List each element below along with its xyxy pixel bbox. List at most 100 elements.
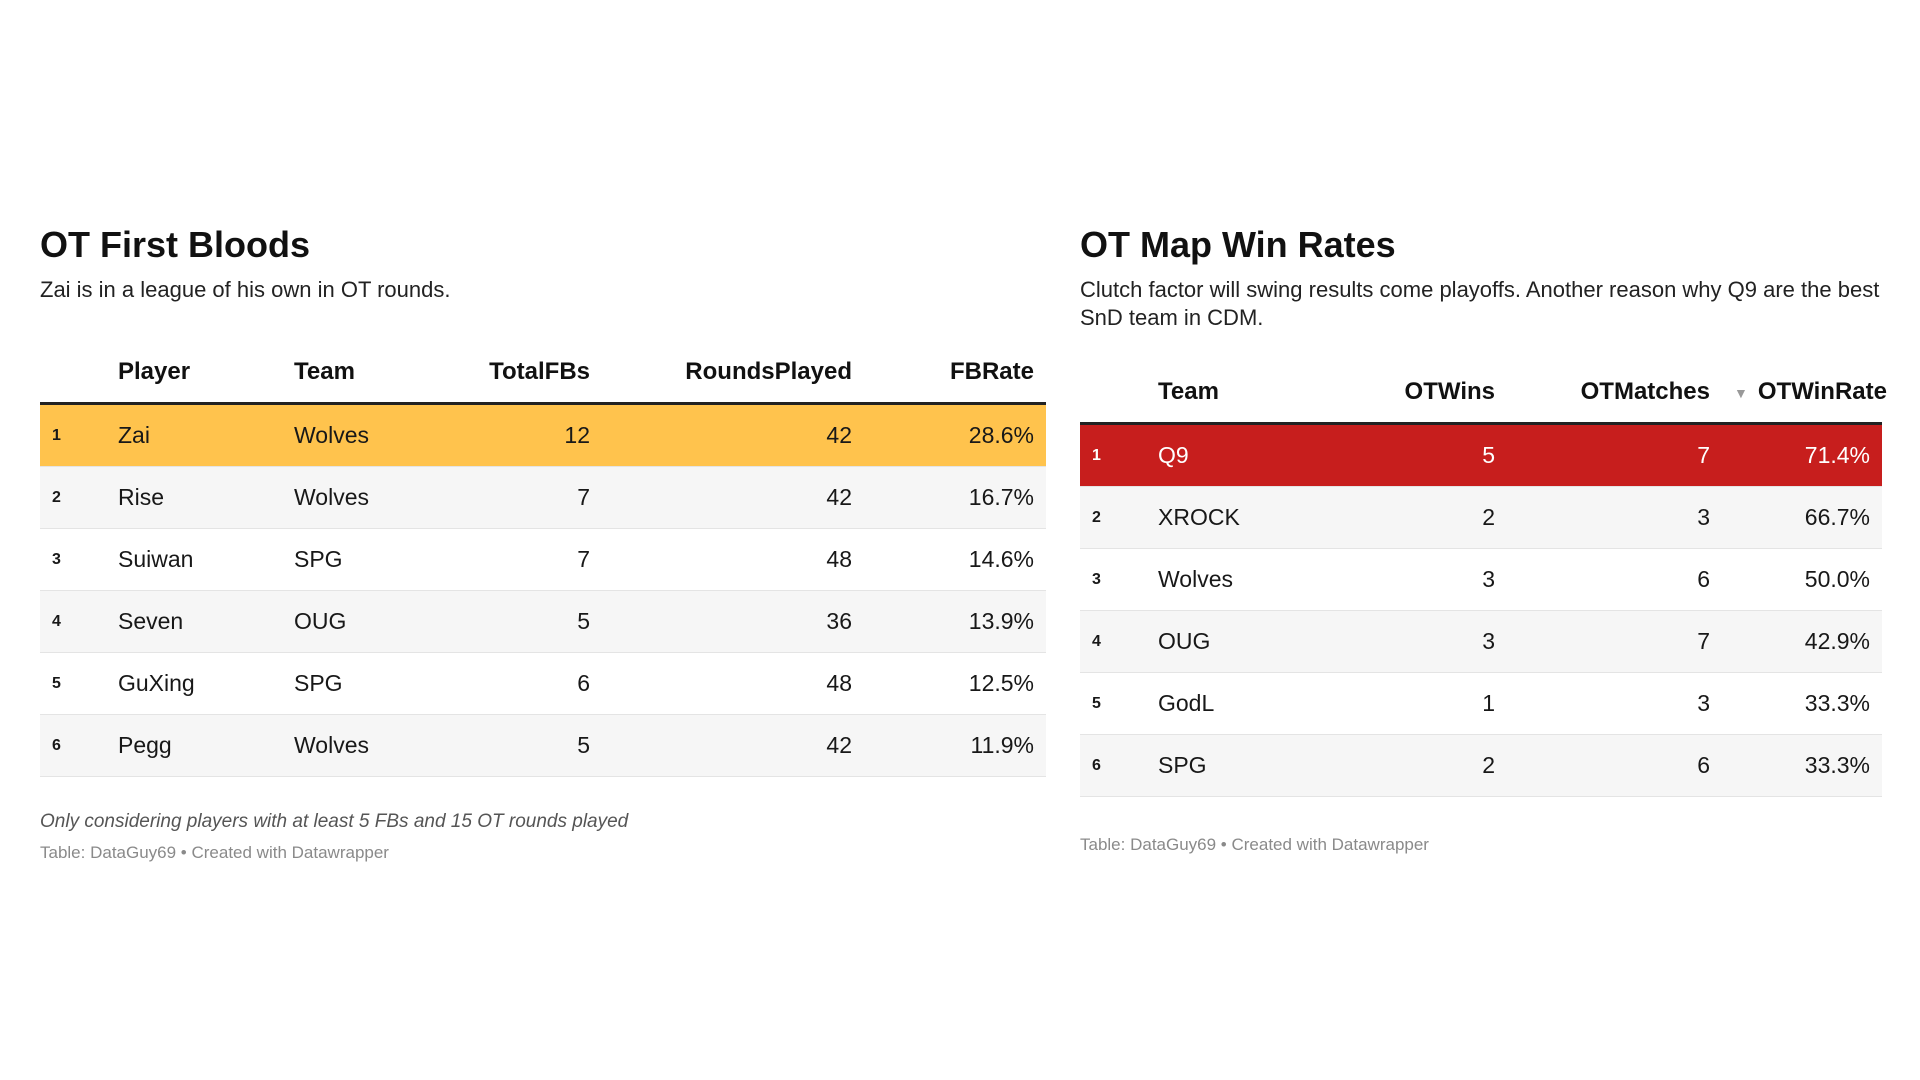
fb-rate-cell: 12.5% — [864, 652, 1046, 715]
ot-wins-cell: 2 — [1342, 734, 1507, 797]
table-row: 2 Rise Wolves 7 42 16.7% — [40, 466, 1046, 529]
column-header-otmatches[interactable]: OTMatches — [1507, 362, 1722, 425]
player-cell: Seven — [106, 590, 282, 653]
table-row: 3 Suiwan SPG 7 48 14.6% — [40, 528, 1046, 591]
ot-wins-cell: 5 — [1342, 423, 1507, 487]
fb-rate-cell: 11.9% — [864, 714, 1046, 777]
total-fbs-cell: 6 — [432, 652, 602, 715]
fb-rate-cell: 14.6% — [864, 528, 1046, 591]
rank-cell: 6 — [40, 714, 106, 777]
ot-win-rate-cell: 50.0% — [1722, 548, 1882, 611]
column-header-team[interactable]: Team — [1146, 362, 1342, 425]
column-header-roundsplayed[interactable]: RoundsPlayed — [602, 342, 864, 405]
ot-matches-cell: 3 — [1507, 486, 1722, 549]
team-cell: OUG — [1146, 610, 1342, 673]
rank-header — [40, 342, 106, 405]
table-row: 4 Seven OUG 5 36 13.9% — [40, 590, 1046, 653]
player-cell: Suiwan — [106, 528, 282, 591]
team-cell: SPG — [1146, 734, 1342, 797]
column-header-team[interactable]: Team — [282, 342, 432, 405]
table-row: 2 XROCK 2 3 66.7% — [1080, 486, 1882, 549]
first-bloods-subtitle: Zai is in a league of his own in OT roun… — [40, 277, 451, 302]
ot-win-rate-cell: 33.3% — [1722, 734, 1882, 797]
rank-cell: 4 — [40, 590, 106, 653]
table-header-row: Team OTWins OTMatches ▼ OTWinRate — [1080, 362, 1887, 425]
team-cell: OUG — [282, 590, 432, 653]
table-row: 5 GodL 1 3 33.3% — [1080, 672, 1882, 735]
ot-matches-cell: 3 — [1507, 672, 1722, 735]
rank-cell: 1 — [40, 403, 106, 467]
table-header-row: Player Team TotalFBs RoundsPlayed FBRate — [40, 342, 1046, 405]
ot-win-rate-cell: 42.9% — [1722, 610, 1882, 673]
ot-matches-cell: 7 — [1507, 610, 1722, 673]
rounds-played-cell: 42 — [602, 714, 864, 777]
total-fbs-cell: 7 — [432, 528, 602, 591]
fb-rate-cell: 16.7% — [864, 466, 1046, 529]
ot-wins-cell: 1 — [1342, 672, 1507, 735]
team-cell: Wolves — [282, 466, 432, 529]
table-row: 1 Q9 5 7 71.4% — [1080, 423, 1882, 487]
rounds-played-cell: 42 — [602, 403, 864, 467]
rank-cell: 5 — [1080, 672, 1146, 735]
rank-header — [1080, 362, 1146, 425]
rank-cell: 2 — [1080, 486, 1146, 549]
win-rates-subtitle: Clutch factor will swing results come pl… — [1080, 277, 1880, 330]
fb-rate-cell: 28.6% — [864, 403, 1046, 467]
team-cell: XROCK — [1146, 486, 1342, 549]
table-row: 1 Zai Wolves 12 42 28.6% — [40, 403, 1046, 467]
rounds-played-cell: 42 — [602, 466, 864, 529]
team-cell: Wolves — [282, 403, 432, 467]
team-cell: Wolves — [1146, 548, 1342, 611]
ot-matches-cell: 6 — [1507, 548, 1722, 611]
team-cell: Wolves — [282, 714, 432, 777]
ot-win-rate-cell: 33.3% — [1722, 672, 1882, 735]
first-bloods-notes: Only considering players with at least 5… — [40, 811, 629, 832]
first-bloods-title: OT First Bloods — [40, 224, 310, 265]
rank-cell: 3 — [1080, 548, 1146, 611]
win-rates-panel: OT Map Win Rates Clutch factor will swin… — [1080, 222, 1887, 855]
fb-rate-cell: 13.9% — [864, 590, 1046, 653]
column-header-player[interactable]: Player — [106, 342, 282, 405]
ot-matches-cell: 7 — [1507, 423, 1722, 487]
rank-cell: 1 — [1080, 423, 1146, 487]
ot-win-rate-cell: 66.7% — [1722, 486, 1882, 549]
player-cell: GuXing — [106, 652, 282, 715]
table-row: 6 Pegg Wolves 5 42 11.9% — [40, 714, 1046, 777]
column-header-otwinrate: OTWinRate — [1757, 378, 1887, 405]
table-row: 6 SPG 2 6 33.3% — [1080, 734, 1882, 797]
sort-down-triangle-icon: ▼ — [1734, 384, 1748, 401]
table-row: 4 OUG 3 7 42.9% — [1080, 610, 1882, 673]
rank-cell: 5 — [40, 652, 106, 715]
rank-cell: 2 — [40, 466, 106, 529]
rank-cell: 4 — [1080, 610, 1146, 673]
rounds-played-cell: 36 — [602, 590, 864, 653]
rounds-played-cell: 48 — [602, 528, 864, 591]
rank-cell: 6 — [1080, 734, 1146, 797]
ot-win-rate-cell: 71.4% — [1722, 423, 1882, 487]
team-cell: GodL — [1146, 672, 1342, 735]
column-header-totalfbs[interactable]: TotalFBs — [432, 342, 602, 405]
first-bloods-panel: OT First Bloods Zai is in a league of hi… — [40, 222, 1046, 863]
column-header-otwinrate-cell[interactable]: ▼ OTWinRate — [1722, 362, 1887, 425]
total-fbs-cell: 5 — [432, 590, 602, 653]
first-bloods-source: Table: DataGuy69 • Created with Datawrap… — [40, 843, 389, 862]
player-cell: Rise — [106, 466, 282, 529]
ot-wins-cell: 2 — [1342, 486, 1507, 549]
ot-matches-cell: 6 — [1507, 734, 1722, 797]
rank-cell: 3 — [40, 528, 106, 591]
column-header-fbrate[interactable]: FBRate — [864, 342, 1046, 405]
player-cell: Zai — [106, 403, 282, 467]
team-cell: SPG — [282, 652, 432, 715]
ot-wins-cell: 3 — [1342, 610, 1507, 673]
rounds-played-cell: 48 — [602, 652, 864, 715]
first-bloods-table: Player Team TotalFBs RoundsPlayed FBRate… — [40, 342, 1046, 777]
player-cell: Pegg — [106, 714, 282, 777]
win-rates-table: Team OTWins OTMatches ▼ OTWinRate 1 Q9 5 7 71… — [1080, 362, 1887, 797]
table-row: 3 Wolves 3 6 50.0% — [1080, 548, 1882, 611]
column-header-otwins[interactable]: OTWins — [1342, 362, 1507, 425]
win-rates-title: OT Map Win Rates — [1080, 224, 1396, 265]
total-fbs-cell: 7 — [432, 466, 602, 529]
team-cell: SPG — [282, 528, 432, 591]
win-rates-source: Table: DataGuy69 • Created with Datawrap… — [1080, 835, 1429, 854]
team-cell: Q9 — [1146, 423, 1342, 487]
